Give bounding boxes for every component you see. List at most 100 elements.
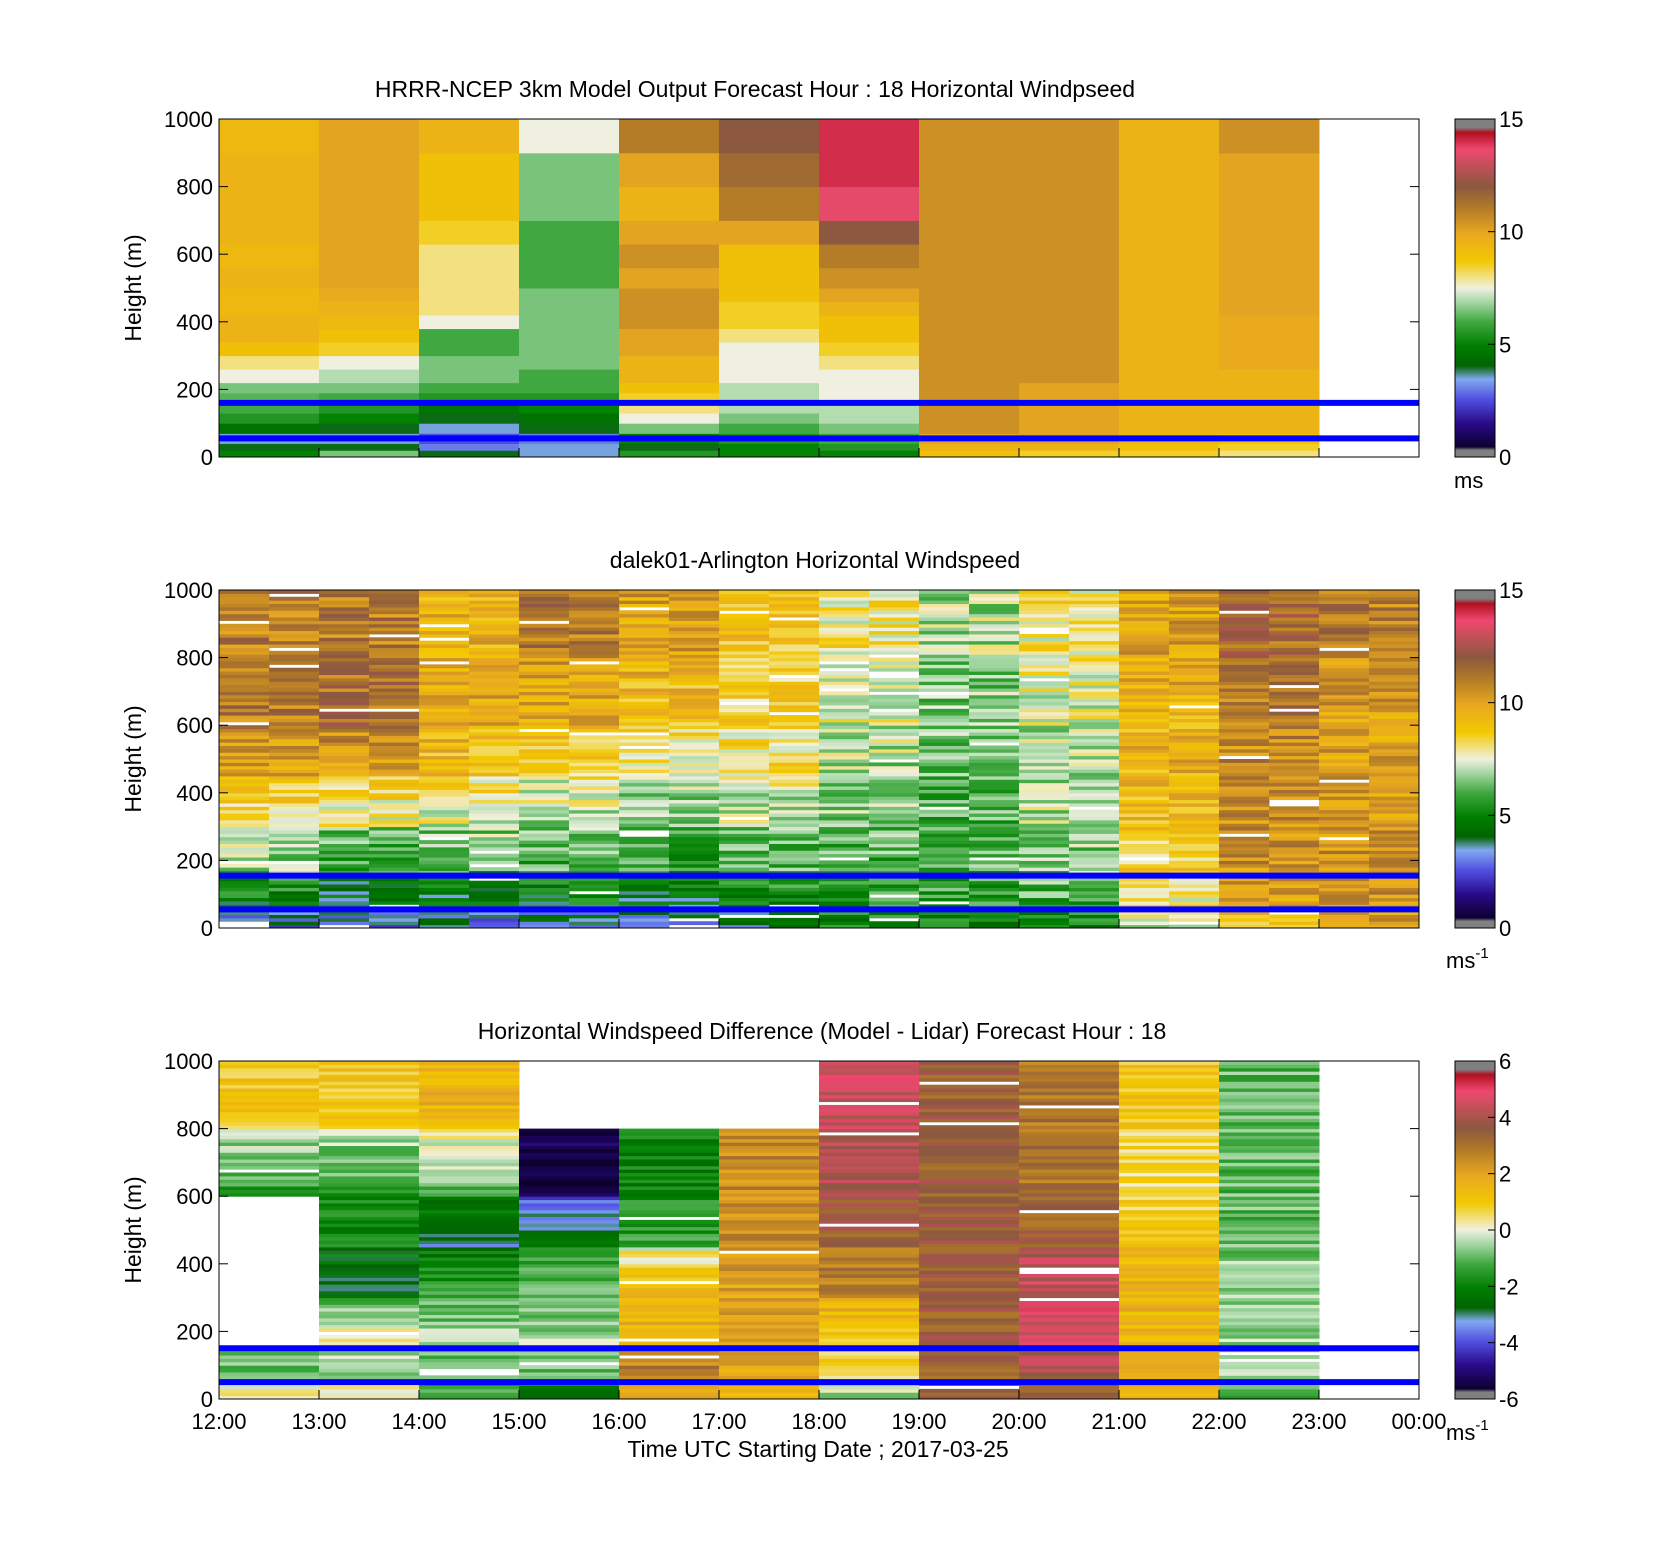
heatmap-cell xyxy=(519,610,570,615)
heatmap-cell xyxy=(1269,715,1320,719)
heatmap-cell xyxy=(519,836,570,841)
heatmap-cell xyxy=(1019,664,1070,669)
heatmap-cell xyxy=(919,1236,1020,1241)
heatmap-cell xyxy=(1269,775,1320,780)
heatmap-cell xyxy=(519,328,620,343)
heatmap-cell xyxy=(1019,1307,1120,1312)
heatmap-cell xyxy=(419,382,520,394)
heatmap-cell xyxy=(769,840,820,844)
heatmap-cell xyxy=(619,1273,720,1278)
heatmap-cell xyxy=(469,627,520,632)
heatmap-cell xyxy=(969,590,1020,594)
heatmap-cell xyxy=(419,1067,520,1072)
heatmap-cell xyxy=(369,843,420,848)
heatmap-cell xyxy=(969,728,1020,733)
heatmap-cell xyxy=(419,644,470,648)
heatmap-cell xyxy=(669,823,720,828)
heatmap-cell xyxy=(1319,627,1370,632)
difference-x-label: Time UTC Starting Date ; 2017-03-25 xyxy=(627,1436,1008,1462)
heatmap-cell xyxy=(1019,640,1070,645)
heatmap-cell xyxy=(1069,789,1120,794)
heatmap-cell xyxy=(1019,1230,1120,1234)
heatmap-cell xyxy=(1019,1314,1120,1319)
heatmap-cell xyxy=(419,917,470,922)
heatmap-cell xyxy=(819,664,870,669)
heatmap-cell xyxy=(969,704,1020,709)
heatmap-cell xyxy=(419,1091,520,1096)
heatmap-cell xyxy=(719,620,770,625)
heatmap-cell xyxy=(669,829,720,834)
heatmap-cell xyxy=(1269,667,1320,672)
heatmap-cell xyxy=(1019,1246,1120,1251)
heatmap-cell xyxy=(469,762,520,767)
heatmap-cell xyxy=(719,789,770,794)
heatmap-cell xyxy=(669,623,720,628)
heatmap-cell xyxy=(819,870,870,875)
heatmap-cell xyxy=(619,782,670,787)
heatmap-cell xyxy=(419,863,470,868)
heatmap-cell xyxy=(1119,1098,1220,1103)
heatmap-cell xyxy=(919,796,970,801)
heatmap-cell xyxy=(1269,721,1320,726)
heatmap-cell xyxy=(1119,1297,1220,1302)
heatmap-cell xyxy=(319,1145,420,1150)
heatmap-cell xyxy=(1069,802,1120,807)
heatmap-cell xyxy=(769,610,820,615)
heatmap-cell xyxy=(819,748,870,753)
heatmap-cell xyxy=(469,870,520,875)
heatmap-cell xyxy=(1169,650,1220,655)
heatmap-cell xyxy=(1219,772,1270,777)
heatmap-cell xyxy=(919,1223,1020,1228)
heatmap-cell xyxy=(369,735,420,740)
heatmap-cell xyxy=(619,823,670,828)
heatmap-cell xyxy=(219,1101,320,1106)
heatmap-cell xyxy=(419,640,470,645)
heatmap-cell xyxy=(719,1162,820,1167)
heatmap-cell xyxy=(219,1361,320,1366)
heatmap-cell xyxy=(1169,637,1220,642)
heatmap-cell xyxy=(469,657,520,662)
heatmap-cell xyxy=(419,1253,520,1258)
heatmap-cell xyxy=(1169,657,1220,662)
heatmap-cell xyxy=(1169,748,1220,753)
heatmap-cell xyxy=(919,836,970,841)
heatmap-cell xyxy=(1219,863,1270,868)
heatmap-cell xyxy=(1069,633,1120,638)
lidar-colorbar-unit: ms-1 xyxy=(1446,945,1489,973)
heatmap-cell xyxy=(1219,786,1270,790)
heatmap-cell xyxy=(319,660,370,665)
heatmap-cell xyxy=(469,613,520,618)
heatmap-cell xyxy=(669,816,720,821)
heatmap-cell xyxy=(319,833,370,838)
heatmap-cell xyxy=(1069,674,1120,679)
heatmap-cell xyxy=(219,1189,320,1194)
heatmap-cell xyxy=(369,836,420,841)
heatmap-cell xyxy=(1119,1064,1220,1069)
heatmap-cell xyxy=(319,684,370,689)
heatmap-cell xyxy=(1169,644,1220,648)
heatmap-cell xyxy=(1169,681,1220,686)
heatmap-cell xyxy=(1119,829,1170,834)
heatmap-cell xyxy=(519,637,570,642)
colorbar-tick-label: 5 xyxy=(1499,803,1511,828)
heatmap-cell xyxy=(1119,1361,1220,1366)
heatmap-cell xyxy=(919,369,1020,384)
heatmap-cell xyxy=(219,809,270,814)
heatmap-cell xyxy=(1319,799,1370,804)
heatmap-cell xyxy=(1369,826,1420,831)
heatmap-cell xyxy=(819,786,870,790)
heatmap-cell xyxy=(719,1223,820,1228)
heatmap-cell xyxy=(369,600,420,605)
heatmap-cell xyxy=(619,806,670,811)
heatmap-cell xyxy=(1219,765,1270,770)
heatmap-cell xyxy=(819,1219,920,1224)
heatmap-cell xyxy=(419,1361,520,1366)
heatmap-cell xyxy=(1169,769,1220,774)
heatmap-cell xyxy=(619,1152,720,1157)
heatmap-cell xyxy=(969,684,1020,689)
heatmap-cell xyxy=(419,677,470,682)
heatmap-cell xyxy=(819,1074,920,1079)
heatmap-cell xyxy=(469,725,520,730)
heatmap-cell xyxy=(819,1317,920,1322)
heatmap-cell xyxy=(319,1233,420,1238)
